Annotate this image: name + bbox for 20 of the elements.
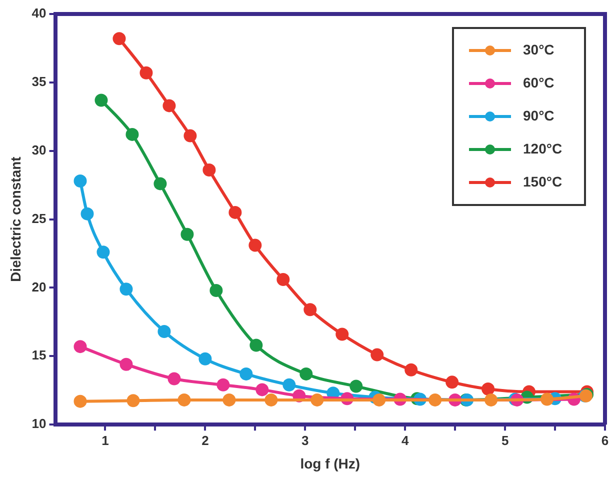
x-tick-label: 2 [202,432,209,448]
y-tick-label: 25 [32,210,46,226]
legend-label: 150°C [523,173,562,190]
legend-label: 30°C [523,41,554,58]
y-tick-label: 10 [32,416,46,432]
legend-label: 60°C [523,74,554,90]
legend-label: 120°C [523,140,562,156]
x-tick-label: 6 [601,432,609,448]
y-tick-label: 30 [32,142,46,158]
y-tick-label: 15 [32,348,46,363]
y-tick-label: 20 [32,279,46,294]
x-tick-label: 3 [302,432,309,448]
y-tick-label: 35 [32,74,46,90]
x-tick-label: 5 [501,432,509,448]
y-tick-label: 40 [32,6,46,21]
x-tick-label: 4 [401,432,410,448]
x-tick-label: 1 [102,432,109,448]
legend-label: 90°C [523,107,554,124]
x-axis-title: log f (Hz) [300,455,360,472]
y-axis-title: Dielectric constant [7,156,24,282]
